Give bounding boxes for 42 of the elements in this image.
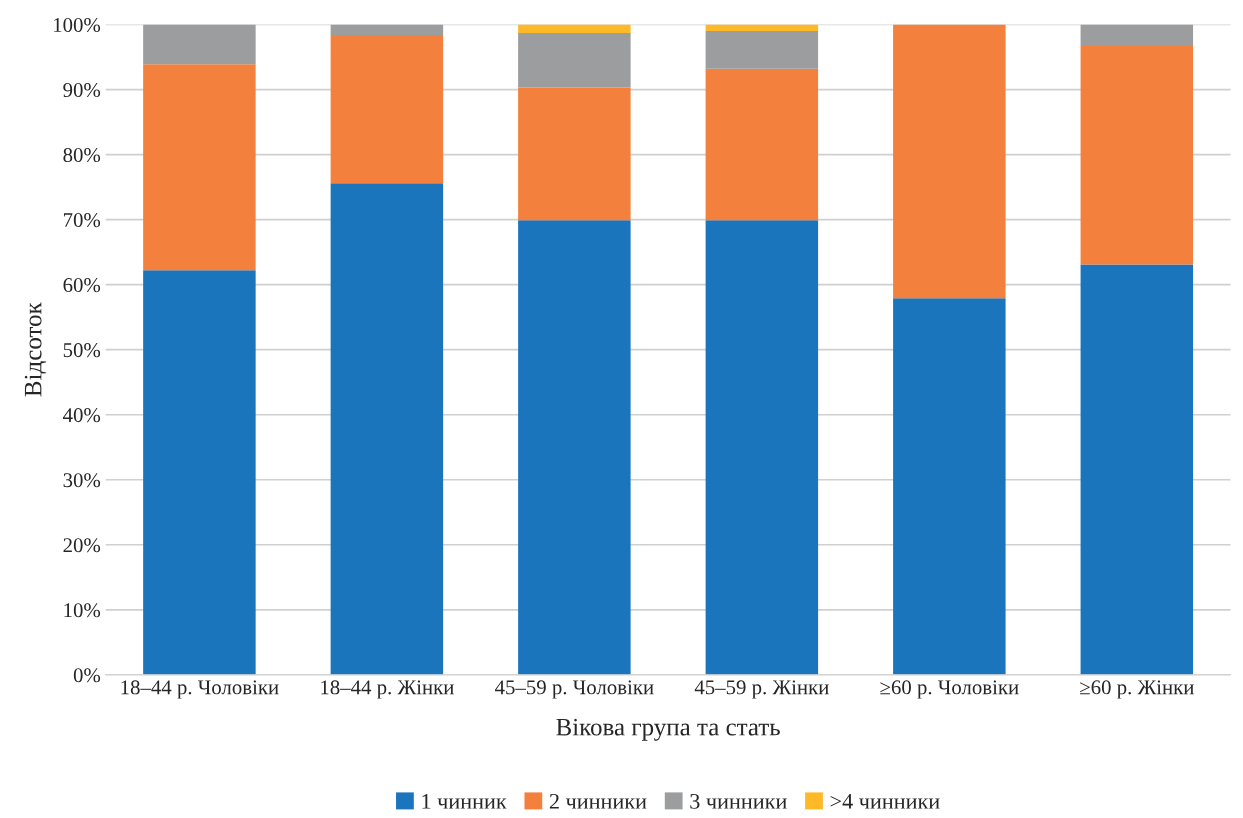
y-tick-label: 70% <box>63 213 101 228</box>
bar <box>143 64 256 271</box>
y-tick-label: 100% <box>54 17 101 33</box>
bar <box>143 270 256 675</box>
x-tick-label: ≥60 р. Жінки <box>1080 680 1194 699</box>
bar <box>705 68 819 221</box>
bar <box>330 183 444 675</box>
bar <box>518 87 631 221</box>
x-tick-label: ≥60 р. Чоловіки <box>880 680 1019 699</box>
legend-label: 2 чинники <box>549 793 647 809</box>
bar <box>330 24 444 35</box>
bar <box>1080 24 1194 46</box>
x-tick-label: 45–59 р. Жінки <box>694 680 829 699</box>
bar <box>518 24 631 33</box>
y-tick-label: 0% <box>73 668 101 683</box>
bar <box>143 24 256 65</box>
legend-label: 1 чинник <box>422 793 507 809</box>
bar <box>1080 46 1194 265</box>
y-axis-title: Відсоток <box>24 302 47 397</box>
bar <box>705 220 819 675</box>
bar <box>893 298 1006 675</box>
y-tick-label: 60% <box>63 278 101 293</box>
y-tick-label: 10% <box>64 603 101 618</box>
legend-label: 3 чинники <box>690 793 787 809</box>
bar <box>330 34 444 184</box>
bar <box>705 31 819 69</box>
bar <box>1080 264 1194 675</box>
y-tick-label: 80% <box>63 147 101 163</box>
legend-label: >4 чинники <box>830 793 940 809</box>
x-axis-title: Вікова група та стать <box>556 718 780 741</box>
bar <box>518 32 631 88</box>
y-tick-label: 90% <box>63 82 101 98</box>
y-tick-label: 40% <box>63 408 101 423</box>
x-tick-label: 18–44 р. Чоловіки <box>121 680 279 699</box>
y-tick-label: 30% <box>63 473 101 488</box>
x-tick-label: 45–59 р. Чоловіки <box>495 680 654 699</box>
y-tick-label: 20% <box>63 538 101 553</box>
x-tick-label: 18–44 р. Жінки <box>321 680 454 699</box>
bar <box>705 24 819 32</box>
bar <box>893 24 1006 299</box>
bar <box>518 220 631 675</box>
y-tick-label: 50% <box>63 343 101 358</box>
